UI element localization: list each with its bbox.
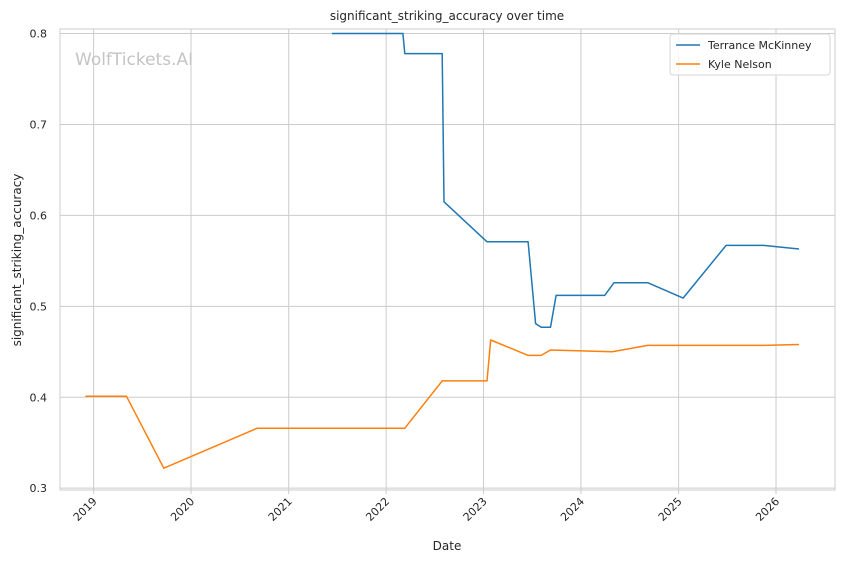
plot-area xyxy=(60,29,835,490)
y-tick-label: 0.3 xyxy=(30,482,48,495)
plot-frame xyxy=(59,28,836,491)
grid-lines xyxy=(60,29,835,490)
legend-box xyxy=(669,33,831,76)
y-tick-label: 0.4 xyxy=(30,391,48,404)
y-axis-ticks: 0.3 0.4 0.5 0.6 0.7 0.8 xyxy=(30,28,48,496)
legend-label: Terrance McKinney xyxy=(707,39,812,52)
legend: Terrance McKinney Kyle Nelson xyxy=(669,33,831,76)
series-line-2 xyxy=(85,339,800,469)
y-tick-label: 0.8 xyxy=(30,28,48,41)
x-axis-label: Date xyxy=(433,539,462,553)
watermark: WolfTickets.AI xyxy=(75,50,193,70)
y-axis-label: significant_striking_accuracy xyxy=(10,174,24,347)
y-tick-label: 0.6 xyxy=(30,209,48,222)
series-lines xyxy=(85,32,800,469)
y-tick-label: 0.5 xyxy=(30,300,48,313)
y-tick-label: 0.7 xyxy=(30,118,48,131)
chart-title: significant_striking_accuracy over time xyxy=(330,9,564,23)
series-line-1 xyxy=(331,32,800,328)
legend-label: Kyle Nelson xyxy=(708,58,772,71)
